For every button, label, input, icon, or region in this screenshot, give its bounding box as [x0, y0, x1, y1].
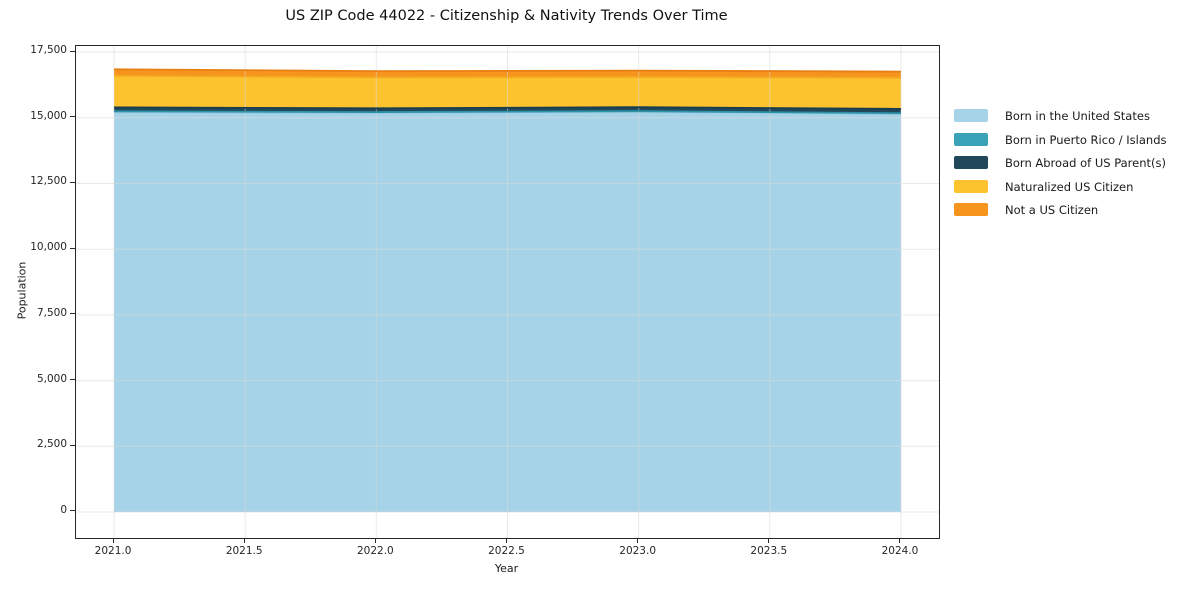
legend-label: Born in the United States	[1005, 109, 1150, 123]
legend-item: Not a US Citizen	[0, 203, 1189, 217]
y-tick-mark	[70, 181, 75, 183]
y-tick-mark	[70, 510, 75, 512]
x-tick-label: 2024.0	[881, 545, 919, 557]
x-tick-mark	[637, 538, 639, 543]
y-tick-label: 15,000	[30, 109, 67, 122]
area-edge-2	[113, 106, 902, 110]
legend-label: Naturalized US Citizen	[1005, 179, 1134, 194]
y-tick-mark	[70, 50, 75, 52]
y-tick-mark	[70, 313, 75, 315]
y-tick-label: 7,500	[36, 306, 67, 319]
chart-title: US ZIP Code 44022 - Citizenship & Nativi…	[285, 8, 728, 24]
legend-label: Born Abroad of US Parent(s)	[1005, 156, 1166, 170]
y-tick-label: 17,500	[30, 44, 67, 57]
x-tick-mark	[899, 538, 901, 543]
area-edge-1	[113, 110, 902, 115]
area-edge-4	[113, 68, 902, 73]
stacked-area-plot	[76, 46, 939, 538]
x-tick-mark	[374, 538, 376, 543]
y-tick-mark	[70, 116, 75, 118]
y-tick-mark	[70, 444, 75, 446]
legend-label: Not a US Citizen	[1005, 203, 1099, 217]
x-tick-label: 2023.5	[750, 545, 788, 557]
x-axis-label: Year	[494, 562, 519, 575]
y-tick-label: 2,500	[36, 438, 67, 451]
legend-swatch	[954, 132, 988, 146]
legend-item: Born Abroad of US Parent(s)	[0, 156, 1189, 170]
y-tick-label: 0	[60, 503, 67, 516]
x-tick-label: 2022.0	[356, 545, 394, 557]
legend-label: Born in Puerto Rico / Islands	[1005, 132, 1167, 147]
legend-item: Born in the United States	[0, 109, 1189, 123]
x-tick-mark	[112, 538, 114, 543]
y-tick-label: 10,000	[30, 241, 67, 254]
legend-swatch	[954, 109, 988, 122]
x-tick-label: 2023.0	[619, 545, 657, 557]
plot-area	[75, 45, 940, 539]
x-tick-label: 2021.0	[94, 545, 132, 557]
y-tick-mark	[70, 247, 75, 249]
x-tick-mark	[506, 538, 507, 543]
y-tick-label: 12,500	[30, 175, 67, 188]
x-tick-label: 2021.5	[225, 545, 263, 557]
legend-swatch	[954, 179, 988, 193]
legend-item: Naturalized US Citizen	[0, 179, 1189, 194]
x-tick-mark	[768, 538, 770, 543]
legend-swatch	[954, 156, 988, 169]
area-edge-3	[113, 74, 902, 79]
x-tick-mark	[243, 538, 245, 543]
legend-swatch	[954, 203, 988, 216]
legend-item: Born in Puerto Rico / Islands	[0, 132, 1189, 147]
x-tick-label: 2022.5	[488, 545, 525, 557]
y-tick-label: 5,000	[36, 372, 67, 385]
y-tick-mark	[70, 379, 75, 381]
